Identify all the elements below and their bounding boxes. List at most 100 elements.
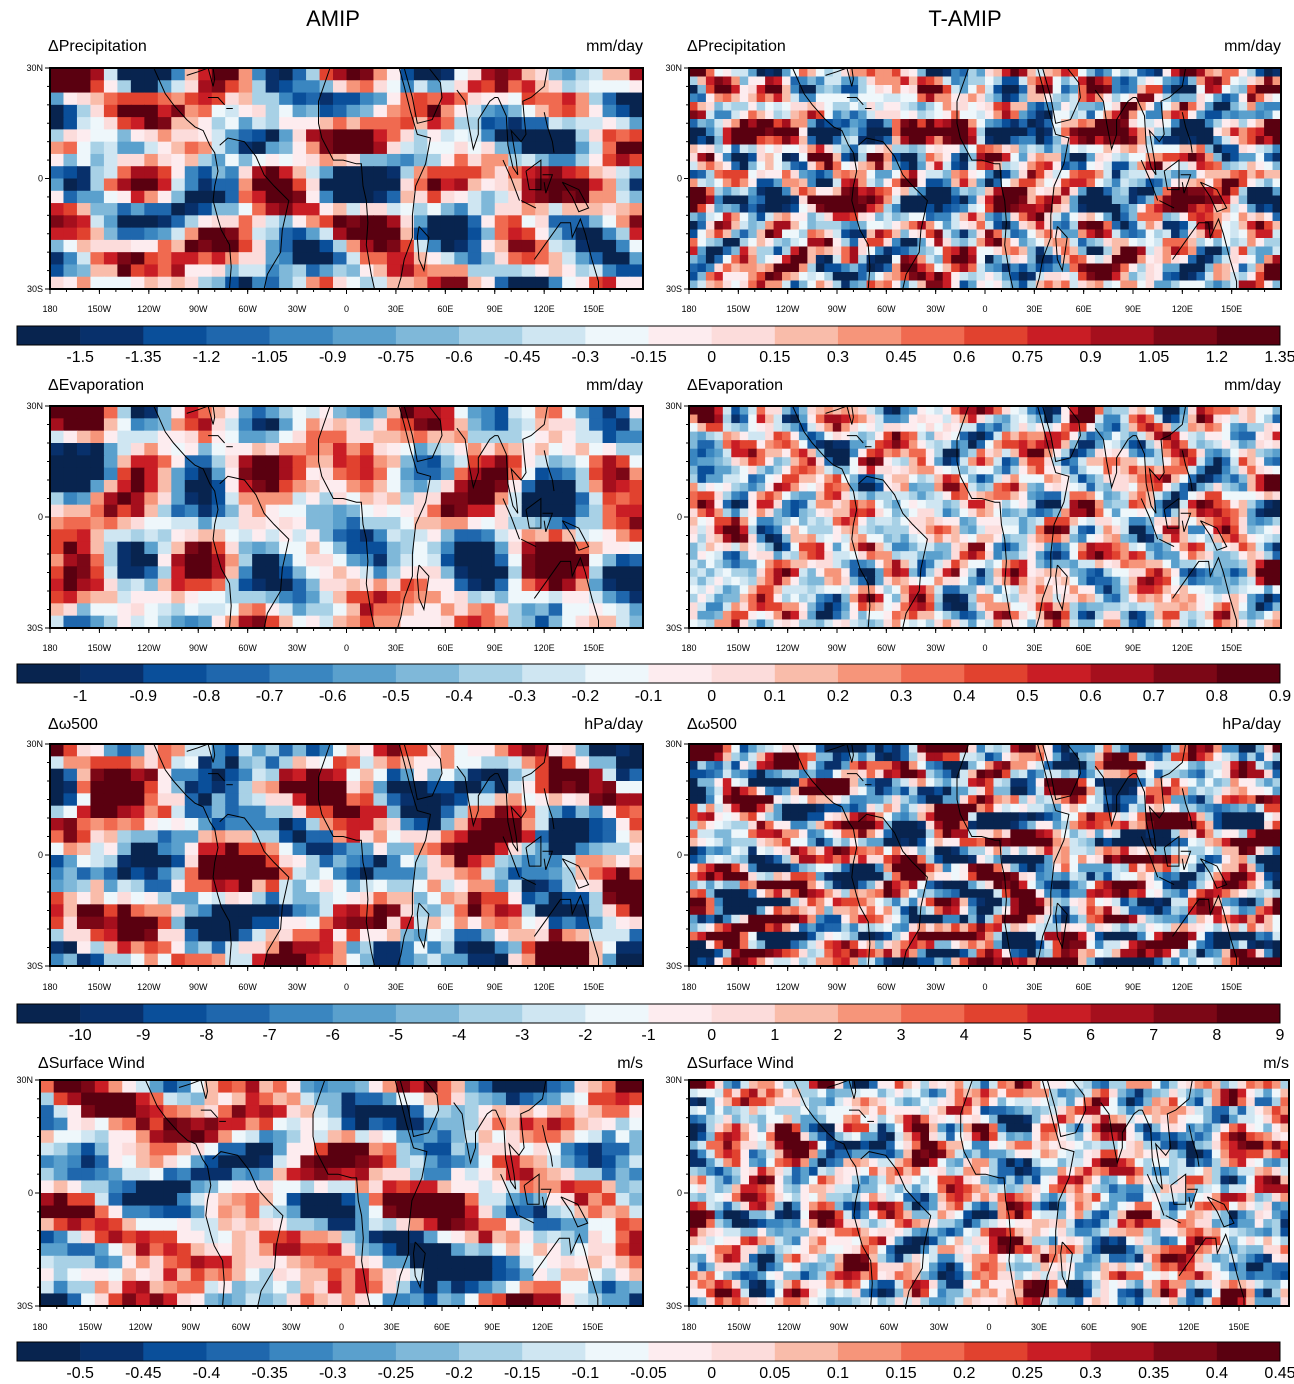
colorbar-swatch (774, 1342, 839, 1361)
coastline (497, 743, 548, 852)
coastline (1035, 743, 1070, 967)
colorbar-swatch (774, 1004, 839, 1023)
coastline (860, 1151, 932, 1307)
lat-tick-label: 0 (677, 174, 682, 184)
colorbar-tick-label: 0.4 (1206, 1365, 1228, 1382)
coastline (397, 405, 432, 629)
colorbar-tick-label: -0.6 (445, 349, 473, 366)
colorbar-tick-label: 7 (1149, 1027, 1158, 1044)
lon-tick-label: 90W (181, 1322, 200, 1332)
panel-variable-label: ΔEvaporation (687, 377, 783, 394)
panel-units-label: mm/day (586, 377, 643, 394)
colorbar-tick-label: -0.1 (572, 1365, 600, 1382)
coastline (453, 1102, 496, 1165)
colorbar-tick-label: -0.9 (319, 349, 347, 366)
lat-tick-label: 0 (38, 850, 43, 860)
lon-tick-label: 90W (189, 982, 208, 992)
lat-tick-label: 30S (27, 284, 43, 294)
coastline (403, 67, 443, 124)
coastline (208, 773, 225, 782)
coastline (543, 450, 555, 492)
lon-tick-label: 150E (1221, 643, 1242, 653)
lon-tick-label: 30W (282, 1322, 301, 1332)
lon-tick-label: 60W (877, 643, 896, 653)
lon-tick-label: 60E (437, 643, 453, 653)
colorbar-tick-label: -0.3 (319, 1365, 347, 1382)
coastline (520, 200, 537, 209)
lon-tick-label: 0 (344, 304, 349, 314)
colorbar-tick-label: -1.5 (66, 349, 94, 366)
coastline (1170, 1173, 1187, 1205)
coastline (153, 743, 232, 967)
colorbar-swatch (17, 664, 81, 683)
colorbar-swatch (1090, 1342, 1154, 1361)
colorbar-swatch (80, 1004, 144, 1023)
colorbar-swatch (1090, 664, 1154, 683)
colorbar-frame (16, 1341, 1281, 1362)
coastline (1055, 564, 1068, 612)
colorbar-tick-label: 9 (1276, 1027, 1285, 1044)
colorbar-tick-label: -0.25 (378, 1365, 415, 1382)
lon-tick-label: 90W (830, 1322, 849, 1332)
colorbar-swatch (269, 326, 334, 345)
lon-tick-label: 150E (583, 643, 604, 653)
panel-units-label: hPa/day (584, 716, 643, 733)
coastline (1180, 512, 1192, 532)
coastline (858, 475, 928, 629)
colorbar-swatch (395, 326, 460, 345)
coastline (1206, 1196, 1235, 1228)
colorbar-tick-label: -1 (73, 688, 87, 705)
colorbar-swatch (901, 1342, 965, 1361)
colorbar-tick-label: 4 (960, 1027, 969, 1044)
coastline (186, 743, 216, 763)
lon-tick-label: 90E (484, 1322, 500, 1332)
coastline (792, 405, 871, 629)
colorbar-swatch (1027, 326, 1091, 345)
colorbar-tick-label: 0.1 (764, 688, 786, 705)
coastline (1163, 497, 1180, 529)
colorbar-tick-label: -0.2 (445, 1365, 473, 1382)
coastline (502, 159, 520, 201)
colorbar-swatch (206, 664, 270, 683)
colorbar-tick-label: 0.35 (1138, 1365, 1169, 1382)
colorbar-tick-label: -0.9 (130, 688, 158, 705)
colorbar-tick-label: 0.75 (1012, 349, 1043, 366)
coastline (1159, 538, 1175, 548)
lat-tick-label: 0 (38, 174, 43, 184)
lon-tick-label: 60W (880, 1322, 899, 1332)
lat-tick-label: 30S (666, 284, 682, 294)
lat-tick-label: 0 (677, 512, 682, 522)
lat-tick-label: 30S (666, 623, 682, 633)
coastline (792, 743, 871, 967)
colorbar-swatch (585, 1342, 649, 1361)
lon-tick-label: 150E (583, 304, 604, 314)
coastline (1035, 67, 1070, 290)
colorbar-swatch (143, 1004, 207, 1023)
colorbar-tick-label: -4 (452, 1027, 466, 1044)
lat-tick-label: 30N (26, 739, 43, 749)
colorbar-tick-label: 2 (833, 1027, 842, 1044)
colorbar-swatch (206, 1342, 270, 1361)
colorbar-tick-label: -1.2 (193, 349, 221, 366)
lon-tick-label: 120W (776, 304, 800, 314)
coastline (497, 67, 548, 176)
panel-units-label: mm/day (1224, 377, 1281, 394)
colorbar-tick-label: -8 (199, 1027, 213, 1044)
colorbar-tick-label: -0.35 (251, 1365, 288, 1382)
lon-tick-label: 30E (388, 304, 404, 314)
lon-tick-label: 120W (137, 982, 161, 992)
colorbar-tick-label: -0.05 (630, 1365, 667, 1382)
coastline (825, 743, 854, 763)
lon-tick-label: 180 (42, 982, 57, 992)
coastline (561, 181, 590, 213)
coastline (543, 112, 555, 153)
coastline (403, 743, 443, 801)
colorbar-swatch (648, 1004, 712, 1023)
coastline (533, 217, 599, 289)
colorbar-swatch (522, 664, 586, 683)
coastline (1135, 743, 1187, 852)
coastline (186, 405, 216, 425)
colorbar-tick-label: 1.2 (1206, 349, 1228, 366)
colorbar-swatch (269, 1342, 334, 1361)
lon-tick-label: 30E (388, 643, 404, 653)
